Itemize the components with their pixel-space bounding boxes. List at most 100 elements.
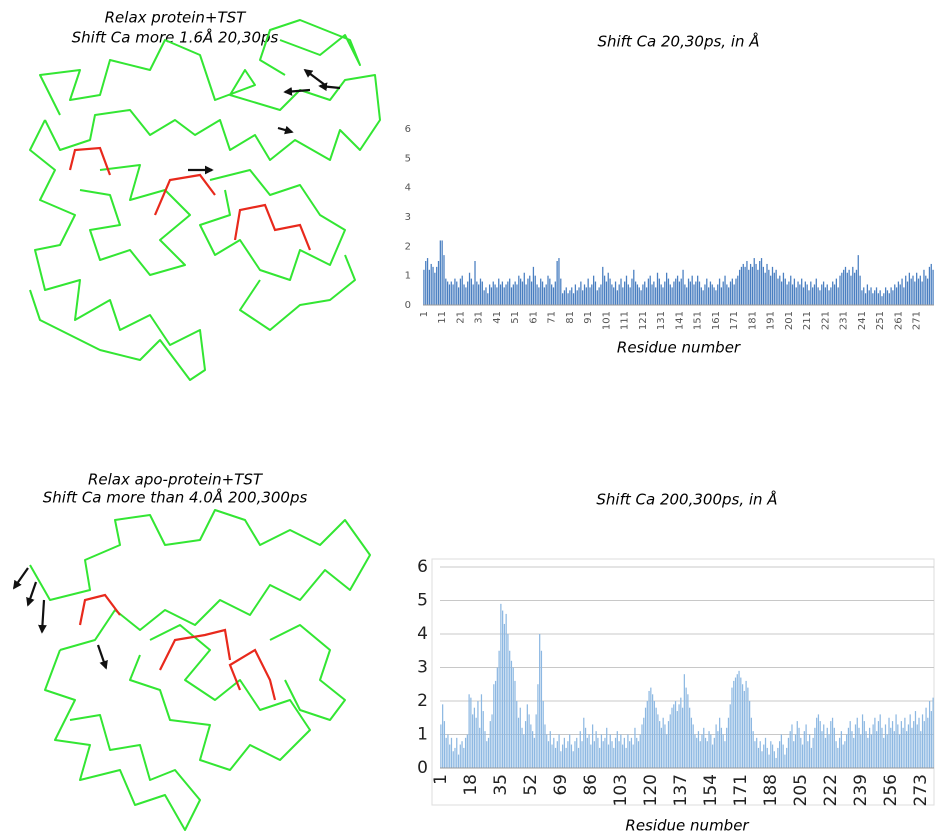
bar bbox=[622, 287, 623, 305]
bar bbox=[797, 721, 798, 768]
bar bbox=[444, 721, 445, 768]
bar bbox=[737, 674, 738, 768]
bar bbox=[692, 276, 693, 305]
bar bbox=[606, 282, 607, 305]
bar bbox=[929, 701, 930, 768]
structure-title: Relax apo-protein+TST bbox=[88, 471, 264, 489]
bar bbox=[620, 735, 621, 769]
bar bbox=[912, 276, 913, 305]
bar bbox=[543, 701, 544, 768]
bar bbox=[920, 731, 921, 768]
x-tick-label: 81 bbox=[565, 311, 576, 324]
bar bbox=[895, 714, 896, 768]
bar bbox=[832, 282, 833, 305]
bar bbox=[825, 738, 826, 768]
bar bbox=[719, 279, 720, 305]
bar bbox=[813, 738, 814, 768]
bar bbox=[558, 735, 559, 769]
bar bbox=[841, 731, 842, 768]
bar bbox=[751, 718, 752, 768]
x-tick-label: 201 bbox=[784, 311, 795, 330]
bar bbox=[500, 284, 501, 305]
bar bbox=[487, 293, 488, 305]
bar bbox=[628, 284, 629, 305]
bar bbox=[608, 273, 609, 305]
bar bbox=[673, 704, 674, 768]
bar bbox=[748, 270, 749, 305]
bar bbox=[540, 279, 541, 305]
bar bbox=[609, 279, 610, 305]
y-tick-label: 5 bbox=[405, 153, 411, 164]
bar bbox=[752, 267, 753, 305]
bar bbox=[641, 724, 642, 768]
bar bbox=[690, 282, 691, 305]
x-tick-label: 120 bbox=[641, 774, 661, 806]
bar bbox=[920, 276, 921, 305]
bar bbox=[502, 282, 503, 305]
bar bbox=[513, 668, 514, 769]
bar bbox=[759, 261, 760, 305]
bar bbox=[481, 694, 482, 768]
bar bbox=[708, 287, 709, 305]
bar bbox=[627, 735, 628, 769]
bar bbox=[516, 701, 517, 768]
bar bbox=[775, 270, 776, 305]
bar bbox=[821, 284, 822, 305]
bar bbox=[516, 284, 517, 305]
bar bbox=[595, 282, 596, 305]
bar bbox=[781, 282, 782, 305]
bar bbox=[680, 698, 681, 768]
bar bbox=[483, 290, 484, 305]
bar bbox=[714, 738, 715, 768]
bar bbox=[507, 282, 508, 305]
bar bbox=[698, 731, 699, 768]
bar bbox=[865, 731, 866, 768]
bar bbox=[664, 282, 665, 305]
bar bbox=[542, 282, 543, 305]
bar bbox=[844, 741, 845, 768]
bar bbox=[613, 287, 614, 305]
bar bbox=[483, 711, 484, 768]
bar bbox=[473, 284, 474, 305]
bar bbox=[476, 718, 477, 768]
bar bbox=[648, 691, 649, 768]
bar bbox=[753, 731, 754, 768]
bar bbox=[482, 282, 483, 305]
bar bbox=[661, 284, 662, 305]
bar bbox=[894, 731, 895, 768]
bar bbox=[553, 738, 554, 768]
bar bbox=[678, 704, 679, 768]
bar bbox=[440, 724, 441, 768]
bar bbox=[809, 735, 810, 769]
bar bbox=[546, 735, 547, 769]
bar bbox=[783, 273, 784, 305]
bar bbox=[914, 282, 915, 305]
bar bbox=[779, 741, 780, 768]
bar bbox=[679, 282, 680, 305]
bar bbox=[496, 287, 497, 305]
bar bbox=[750, 264, 751, 305]
bar bbox=[588, 279, 589, 305]
y-tick-label: 3 bbox=[405, 212, 411, 223]
bar bbox=[451, 738, 452, 768]
bar bbox=[724, 741, 725, 768]
bar bbox=[903, 728, 904, 768]
bar bbox=[805, 724, 806, 768]
bar bbox=[588, 735, 589, 769]
bar bbox=[507, 634, 508, 768]
bar bbox=[880, 714, 881, 768]
bar bbox=[880, 290, 881, 305]
bar bbox=[744, 267, 745, 305]
bar bbox=[717, 284, 718, 305]
bar bbox=[706, 279, 707, 305]
bar bbox=[890, 728, 891, 768]
bar bbox=[564, 290, 565, 305]
bar bbox=[484, 731, 485, 768]
bar bbox=[917, 724, 918, 768]
bar bbox=[671, 287, 672, 305]
bar bbox=[770, 741, 771, 768]
bar bbox=[870, 287, 871, 305]
bar bbox=[798, 728, 799, 768]
x-tick-label: 71 bbox=[547, 311, 558, 324]
bar bbox=[684, 284, 685, 305]
